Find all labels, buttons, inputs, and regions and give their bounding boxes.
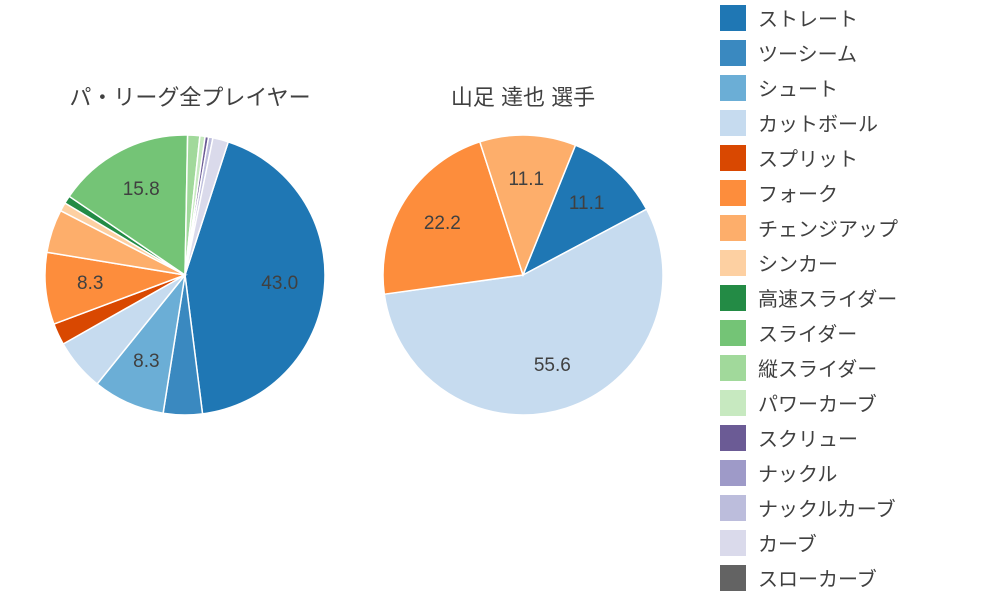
pie-slice-label: 8.3: [133, 351, 159, 373]
pie-slice-label: 43.0: [261, 273, 298, 295]
legend-item: スプリット: [720, 140, 1000, 175]
legend-label: カーブ: [758, 528, 817, 557]
legend-item: 縦スライダー: [720, 350, 1000, 385]
pie-slice-label: 22.2: [424, 213, 461, 235]
legend-item: スライダー: [720, 315, 1000, 350]
legend-swatch: [720, 565, 746, 591]
legend-item: ストレート: [720, 0, 1000, 35]
pie-slice-label: 8.3: [77, 273, 103, 295]
legend-swatch: [720, 495, 746, 521]
legend-swatch: [720, 75, 746, 101]
legend: ストレートツーシームシュートカットボールスプリットフォークチェンジアップシンカー…: [710, 0, 1000, 600]
legend-item: カットボール: [720, 105, 1000, 140]
legend-swatch: [720, 355, 746, 381]
pie-slice-label: 11.1: [509, 169, 545, 191]
legend-item: シンカー: [720, 245, 1000, 280]
legend-item: ツーシーム: [720, 35, 1000, 70]
legend-item: シュート: [720, 70, 1000, 105]
pie-slice-label: 11.1: [569, 193, 605, 215]
legend-swatch: [720, 40, 746, 66]
legend-label: ナックルカーブ: [758, 493, 896, 522]
legend-item: ナックルカーブ: [720, 490, 1000, 525]
legend-swatch: [720, 250, 746, 276]
legend-item: チェンジアップ: [720, 210, 1000, 245]
legend-item: カーブ: [720, 525, 1000, 560]
legend-swatch: [720, 5, 746, 31]
legend-swatch: [720, 390, 746, 416]
legend-label: ツーシーム: [758, 38, 857, 67]
legend-swatch: [720, 215, 746, 241]
chart-title: パ・リーグ全プレイヤー: [40, 80, 340, 112]
legend-label: カットボール: [758, 108, 878, 137]
legend-item: スローカーブ: [720, 560, 1000, 595]
legend-item: ナックル: [720, 455, 1000, 490]
legend-swatch: [720, 320, 746, 346]
legend-swatch: [720, 110, 746, 136]
legend-label: スライダー: [758, 318, 857, 347]
legend-label: シンカー: [758, 248, 838, 277]
pie-slice-label: 15.8: [123, 179, 160, 201]
legend-swatch: [720, 425, 746, 451]
pie-charts-area: パ・リーグ全プレイヤー 43.0 8.3 8.3 15.8 山足 達也 選手 11.1 55.…: [0, 0, 700, 600]
legend-label: フォーク: [758, 178, 838, 207]
legend-label: シュート: [758, 73, 838, 102]
legend-label: チェンジアップ: [758, 213, 898, 242]
legend-item: パワーカーブ: [720, 385, 1000, 420]
legend-swatch: [720, 530, 746, 556]
legend-swatch: [720, 180, 746, 206]
legend-label: パワーカーブ: [758, 388, 877, 417]
legend-label: 縦スライダー: [758, 353, 877, 382]
legend-item: フォーク: [720, 175, 1000, 210]
legend-label: ナックル: [758, 458, 837, 487]
legend-swatch: [720, 145, 746, 171]
legend-item: スクリュー: [720, 420, 1000, 455]
chart-title: 山足 達也 選手: [373, 80, 673, 112]
legend-label: ストレート: [758, 3, 858, 32]
legend-label: スローカーブ: [758, 563, 877, 592]
legend-swatch: [720, 285, 746, 311]
legend-label: スプリット: [758, 143, 858, 172]
legend-label: 高速スライダー: [758, 283, 897, 312]
legend-label: スクリュー: [758, 423, 858, 452]
legend-item: 高速スライダー: [720, 280, 1000, 315]
figure-container: パ・リーグ全プレイヤー 43.0 8.3 8.3 15.8 山足 達也 選手 11.1 55.…: [0, 0, 1000, 600]
legend-swatch: [720, 460, 746, 486]
pie-slice-label: 55.6: [534, 355, 571, 377]
